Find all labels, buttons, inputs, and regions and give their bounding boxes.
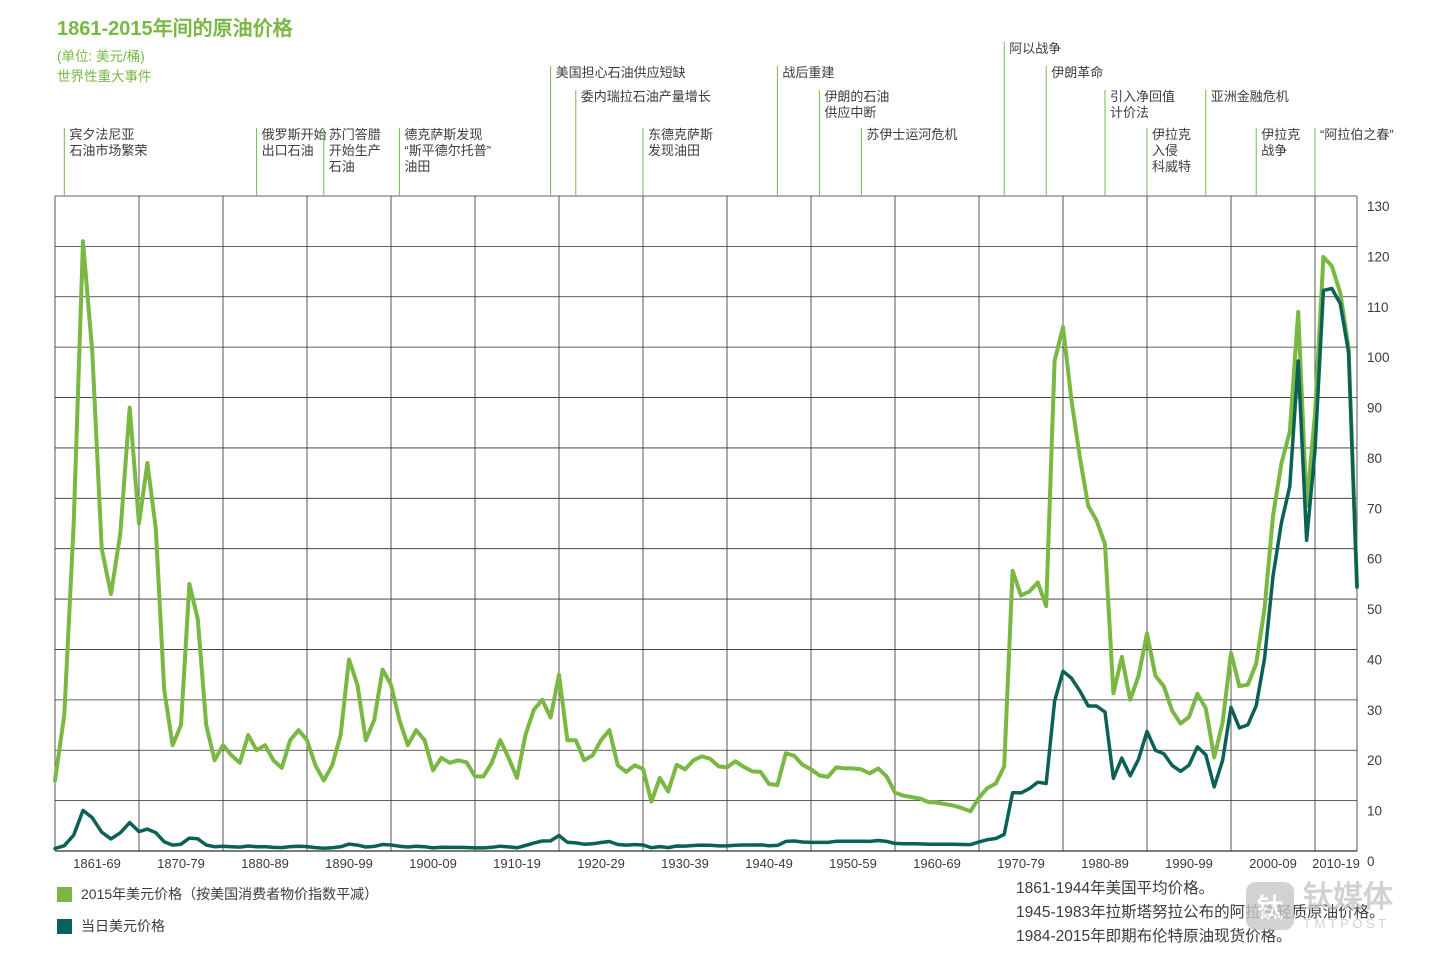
event-label: 俄罗斯开始 (262, 127, 327, 142)
note-line-2: 1945-1983年拉斯塔努拉公布的阿拉伯轻质原油价格。 (1016, 904, 1385, 921)
y-axis-label: 80 (1367, 451, 1382, 466)
x-axis-label: 1950-59 (829, 856, 877, 871)
event-label: 苏伊士运河危机 (866, 127, 957, 142)
legend-swatch-real-price (57, 886, 72, 902)
event-label: 伊拉克 (1261, 127, 1300, 142)
x-axis-label: 1870-79 (157, 856, 205, 871)
x-axis-label: 1861-69 (73, 856, 121, 871)
legend-label-nominal-price: 当日美元价格 (81, 918, 165, 934)
event-label: 伊朗的石油 (824, 89, 889, 104)
x-axis-label: 1940-49 (745, 856, 793, 871)
y-axis-label: 50 (1367, 602, 1382, 617)
event-label: 发现油田 (648, 143, 700, 158)
x-axis-label: 1960-69 (913, 856, 961, 871)
x-axis-label: 1910-19 (493, 856, 541, 871)
event-label: 油田 (404, 159, 430, 174)
price-source-notes: 1861-1944年美国平均价格。 1945-1983年拉斯塔努拉公布的阿拉伯轻… (1016, 877, 1385, 949)
event-label: 供应中断 (824, 105, 876, 120)
event-label: “斯平德尔托普” (404, 143, 491, 158)
event-label: 战争 (1261, 143, 1287, 158)
legend-item-real-price: 2015年美元价格（按美国消费者物价指数平减） (57, 884, 378, 904)
x-axis-label: 1900-09 (409, 856, 457, 871)
legend-swatch-nominal-price (57, 918, 72, 934)
event-label: 入侵 (1152, 143, 1178, 158)
series-line-real-price (53, 239, 1359, 814)
x-axis-label: 1880-89 (241, 856, 289, 871)
event-label: 战后重建 (782, 65, 834, 80)
event-label: 美国担心石油供应短缺 (556, 65, 686, 80)
note-line-1: 1861-1944年美国平均价格。 (1016, 880, 1215, 897)
legend-label-real-price: 2015年美元价格（按美国消费者物价指数平减） (81, 886, 379, 902)
x-axis-label: 2000-09 (1249, 856, 1297, 871)
legend-item-nominal-price: 当日美元价格 (57, 916, 378, 936)
event-label: 开始生产 (329, 143, 381, 158)
x-axis-label: 1930-39 (661, 856, 709, 871)
x-axis-label: 1970-79 (997, 856, 1045, 871)
event-label: 宾夕法尼亚 (69, 127, 134, 142)
page-title: 1861-2015年间的原油价格 (57, 18, 293, 40)
event-label: 亚洲金融危机 (1211, 89, 1289, 104)
note-line-3: 1984-2015年即期布伦特原油现货价格。 (1016, 928, 1292, 945)
y-axis-label: 0 (1367, 854, 1375, 869)
y-axis-label: 10 (1367, 804, 1382, 819)
series-line-nominal-price (53, 286, 1359, 851)
event-label: 伊朗革命 (1051, 65, 1103, 80)
legend: 2015年美元价格（按美国消费者物价指数平减） 当日美元价格 (57, 884, 378, 948)
event-label: 石油 (329, 159, 355, 174)
y-axis-label: 30 (1367, 703, 1382, 718)
event-label: 东德克萨斯 (648, 127, 713, 142)
x-axis-label: 1890-99 (325, 856, 373, 871)
x-axis-label: 1980-89 (1081, 856, 1129, 871)
event-label: 引入净回值 (1110, 89, 1175, 104)
x-axis-label: 1920-29 (577, 856, 625, 871)
x-axis-label: 2010-19 (1312, 856, 1360, 871)
event-label: 石油市场繁荣 (69, 143, 147, 158)
event-label: 阿以战争 (1009, 41, 1061, 56)
x-axis-label: 1990-99 (1165, 856, 1213, 871)
y-axis-label: 60 (1367, 552, 1382, 567)
event-label: 委内瑞拉石油产量增长 (581, 89, 711, 104)
unit-label: (单位: 美元/桶) (57, 49, 145, 64)
event-label: 伊拉克 (1152, 127, 1191, 142)
y-axis-label: 130 (1367, 199, 1390, 214)
event-label: 科威特 (1152, 159, 1191, 174)
y-axis-label: 100 (1367, 350, 1390, 365)
event-label: 出口石油 (262, 143, 314, 158)
y-axis-label: 20 (1367, 753, 1382, 768)
y-axis-label: 120 (1367, 249, 1390, 264)
y-axis-label: 70 (1367, 501, 1382, 516)
y-axis-label: 40 (1367, 652, 1382, 667)
event-label: 德克萨斯发现 (404, 127, 482, 142)
event-label: “阿拉伯之春” (1320, 127, 1394, 142)
y-axis-label: 90 (1367, 401, 1382, 416)
event-label: 计价法 (1110, 105, 1149, 120)
y-axis-label: 110 (1367, 300, 1389, 315)
event-label: 苏门答腊 (329, 127, 381, 142)
world-events-caption: 世界性重大事件 (57, 69, 152, 84)
